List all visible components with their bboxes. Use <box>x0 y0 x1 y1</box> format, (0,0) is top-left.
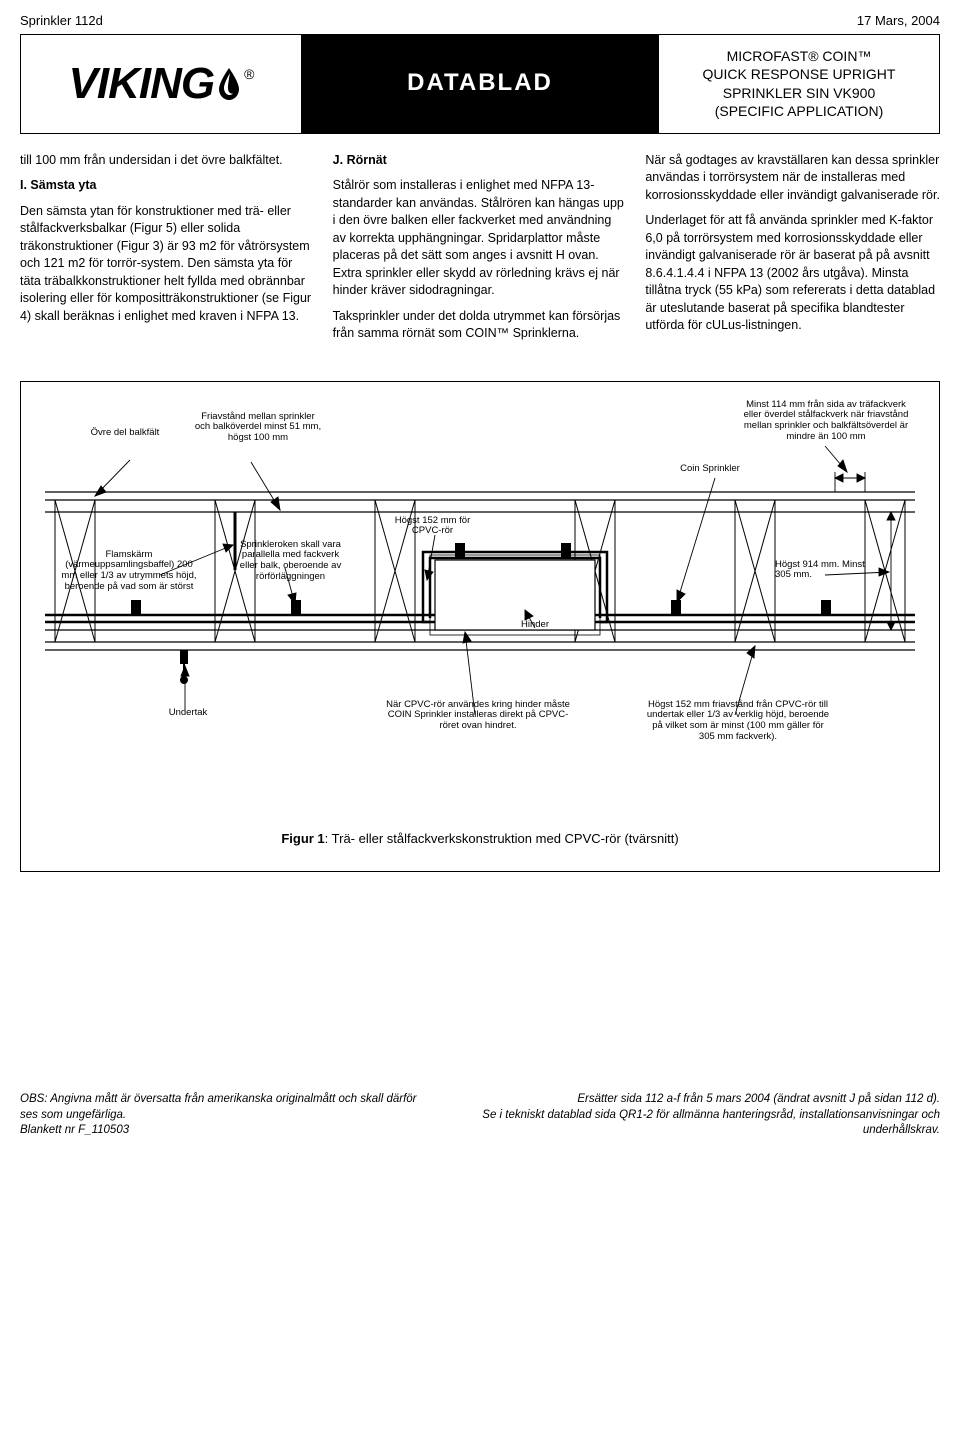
footer-left: OBS: Angivna mått är översatta från amer… <box>20 1092 425 1139</box>
registered-mark: ® <box>244 65 253 84</box>
header-title-text: DATABLAD <box>407 67 553 99</box>
annot-low-1: Undertak <box>153 708 223 719</box>
annot-mid-4: Hinder <box>510 620 560 631</box>
viking-logo: VIKING ® <box>69 54 254 113</box>
annot-upper-left-1: Övre del balkfält <box>90 428 160 439</box>
doc-id: Sprinkler 112d <box>20 12 103 30</box>
hr-l1: MICROFAST® COIN™ <box>663 47 935 65</box>
column-2: J. Rörnät Stålrör som installeras i enli… <box>333 152 628 351</box>
footer-right-2: Se i tekniskt datablad sida QR1-2 för al… <box>443 1108 940 1139</box>
col1-intro: till 100 mm från undersidan i det övre b… <box>20 152 315 170</box>
header-box: VIKING ® DATABLAD MICROFAST® COIN™ QUICK… <box>20 34 940 134</box>
diagram: Övre del balkfält Friavstånd mellan spri… <box>35 400 925 800</box>
figure-1-box: Övre del balkfält Friavstånd mellan spri… <box>20 381 940 873</box>
text-columns: till 100 mm från undersidan i det övre b… <box>20 152 940 351</box>
figure-caption: Figur 1: Trä- eller stålfackverkskonstru… <box>35 830 925 848</box>
top-line: Sprinkler 112d 17 Mars, 2004 <box>20 12 940 30</box>
hr-l3: SPRINKLER SIN VK900 <box>663 84 935 102</box>
col2-heading: J. Rörnät <box>333 153 387 167</box>
footer-left-2: Blankett nr F_110503 <box>20 1123 425 1139</box>
column-3: När så godtages av kravställaren kan des… <box>645 152 940 351</box>
col2-p2: Taksprinkler under det dolda utrymmet ka… <box>333 308 628 343</box>
hr-l4: (SPECIFIC APPLICATION) <box>663 102 935 120</box>
annot-low-3: Högst 152 mm friavstånd från CPVC-rör ti… <box>643 700 833 744</box>
header-right: MICROFAST® COIN™ QUICK RESPONSE UPRIGHT … <box>659 35 939 133</box>
annot-mid-2: Sprinkleroken skall vara parallella med … <box>233 540 348 584</box>
caption-bold: Figur 1 <box>281 831 324 846</box>
annot-mid-3: Högst 152 mm för CPVC-rör <box>385 516 480 538</box>
header-title: DATABLAD <box>301 35 659 133</box>
doc-date: 17 Mars, 2004 <box>857 12 940 30</box>
caption-rest: : Trä- eller stålfackverkskonstruktion m… <box>325 831 679 846</box>
col2-p1: Stålrör som installeras i enlighet med N… <box>333 177 628 300</box>
logo-cell: VIKING ® <box>21 35 301 133</box>
col1-heading: I. Sämsta yta <box>20 178 96 192</box>
logo-text: VIKING <box>69 54 215 113</box>
hr-l2: QUICK RESPONSE UPRIGHT <box>663 65 935 83</box>
column-1: till 100 mm från undersidan i det övre b… <box>20 152 315 351</box>
annot-upper-left-2: Friavstånd mellan sprinkler och balköver… <box>193 412 323 445</box>
annot-upper-right-2: Minst 114 mm från sida av träfackverk el… <box>741 400 911 444</box>
footer-right-1: Ersätter sida 112 a-f från 5 mars 2004 (… <box>443 1092 940 1108</box>
annot-low-2: När CPVC-rör användes kring hinder måste… <box>383 700 573 733</box>
drop-icon <box>216 67 242 101</box>
col3-p1: När så godtages av kravställaren kan des… <box>645 152 940 205</box>
page-footer: OBS: Angivna mått är översatta från amer… <box>20 1092 940 1139</box>
annot-mid-5: Högst 914 mm. Minst 305 mm. <box>775 560 875 582</box>
annot-upper-right-1: Coin Sprinkler <box>665 464 755 475</box>
col1-body: Den sämsta ytan för konstruktioner med t… <box>20 203 315 326</box>
col3-p2: Underlaget för att få använda sprinkler … <box>645 212 940 335</box>
footer-right: Ersätter sida 112 a-f från 5 mars 2004 (… <box>443 1092 940 1139</box>
footer-left-1: OBS: Angivna mått är översatta från amer… <box>20 1092 425 1123</box>
annot-mid-1: Flamskärm (värmeuppsamlingsbaffel) 200 m… <box>59 550 199 594</box>
